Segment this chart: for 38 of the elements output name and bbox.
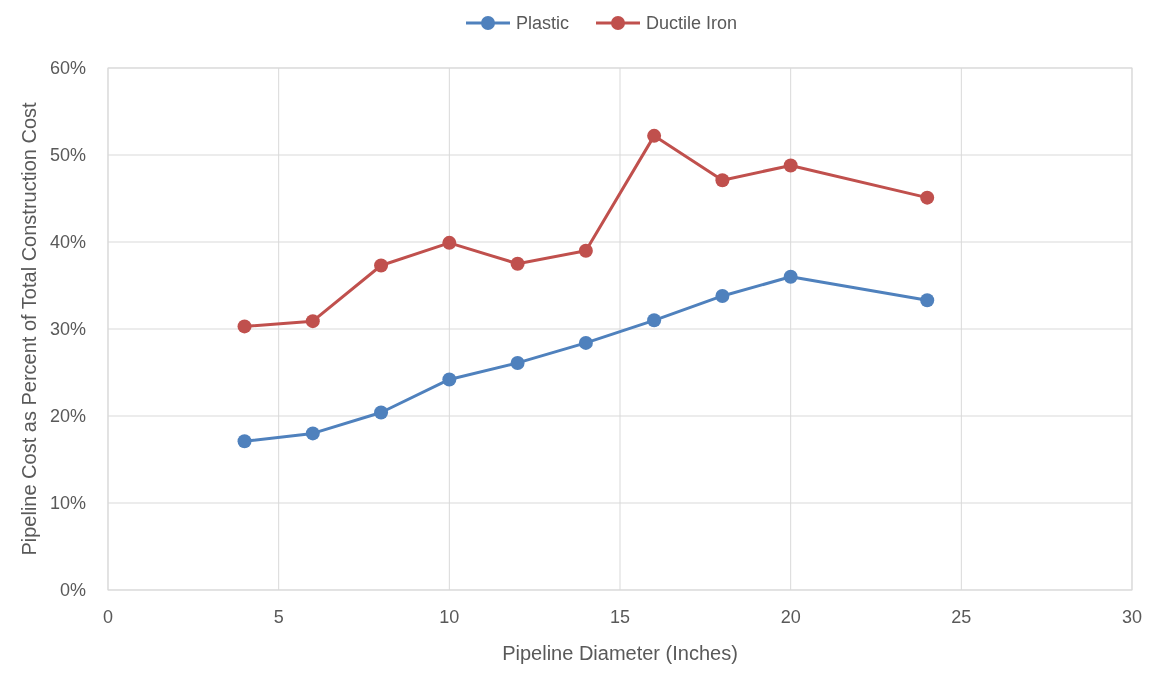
point xyxy=(374,405,389,420)
x-tick-label: 5 xyxy=(273,607,284,627)
x-tick-label: 30 xyxy=(1121,607,1143,627)
point xyxy=(715,173,730,188)
point xyxy=(783,158,798,173)
point xyxy=(305,314,320,329)
point xyxy=(442,235,457,250)
y-tick-label: 0% xyxy=(59,580,86,600)
point xyxy=(510,256,525,271)
x-tick-label: 15 xyxy=(609,607,631,627)
y-tick-label: 40% xyxy=(49,232,86,252)
point xyxy=(920,293,935,308)
y-tick-label: 10% xyxy=(49,493,86,513)
legend-label: Ductile Iron xyxy=(646,13,738,33)
point xyxy=(647,128,662,143)
x-tick-label: 20 xyxy=(780,607,801,627)
point xyxy=(578,335,593,350)
point xyxy=(920,190,935,205)
point xyxy=(237,319,252,334)
point xyxy=(305,426,320,441)
x-tick-label: 25 xyxy=(951,607,972,627)
point xyxy=(374,258,389,273)
point xyxy=(715,288,730,303)
y-tick-label: 20% xyxy=(49,406,86,426)
point xyxy=(578,243,593,258)
y-tick-label: 50% xyxy=(49,145,86,165)
point xyxy=(237,434,252,449)
point xyxy=(647,313,662,328)
y-tick-label: 60% xyxy=(49,58,86,78)
x-tick-label: 10 xyxy=(439,607,460,627)
legend-label: Plastic xyxy=(516,13,570,33)
point xyxy=(510,355,525,370)
x-tick-label: 0 xyxy=(102,607,114,627)
y-axis-title: Pipeline Cost as Percent of Total Construction Cost xyxy=(18,101,40,556)
point xyxy=(442,372,457,387)
point xyxy=(783,269,798,284)
y-tick-label: 30% xyxy=(49,319,86,339)
x-axis-title: Pipeline Diameter (Inches) xyxy=(502,642,738,664)
